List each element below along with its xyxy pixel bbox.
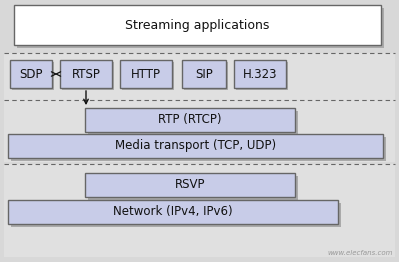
Bar [88,176,298,200]
Bar [120,60,172,88]
Text: RTP (RTCP): RTP (RTCP) [158,113,222,127]
Bar [11,137,386,161]
Text: Streaming applications: Streaming applications [125,19,270,31]
Bar [184,62,228,90]
Bar [17,8,384,48]
Text: HTTP: HTTP [131,68,161,80]
Bar [12,62,54,90]
Text: H.323: H.323 [243,68,277,80]
Bar [236,62,288,90]
Bar [8,134,383,158]
Bar [10,60,52,88]
Bar [85,108,295,132]
Bar [60,60,112,88]
Bar [4,164,395,257]
Bar [85,173,295,197]
Bar [88,111,298,135]
Bar [122,62,174,90]
Bar [4,53,395,162]
Text: RSVP: RSVP [175,178,205,192]
Bar [234,60,286,88]
Text: RTSP: RTSP [71,68,101,80]
Bar [62,62,114,90]
Bar [11,203,341,227]
Bar [14,5,381,45]
Text: Media transport (TCP, UDP): Media transport (TCP, UDP) [115,139,276,152]
Bar [8,200,338,224]
Bar [182,60,226,88]
Text: Network (IPv4, IPv6): Network (IPv4, IPv6) [113,205,233,219]
Text: SDP: SDP [19,68,43,80]
Text: www.elecfans.com: www.elecfans.com [328,250,393,256]
Text: SIP: SIP [195,68,213,80]
